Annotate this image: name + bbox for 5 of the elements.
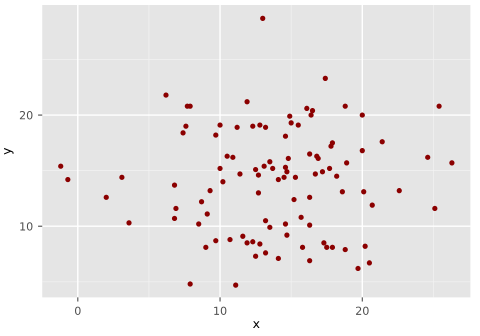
x-axis-title: x [252, 321, 260, 328]
y-axis-title: y [4, 148, 14, 155]
x-tick-label: 20 [356, 306, 369, 315]
x-tick-label: 10 [214, 306, 226, 315]
x-tick-label: 0 [75, 306, 81, 315]
